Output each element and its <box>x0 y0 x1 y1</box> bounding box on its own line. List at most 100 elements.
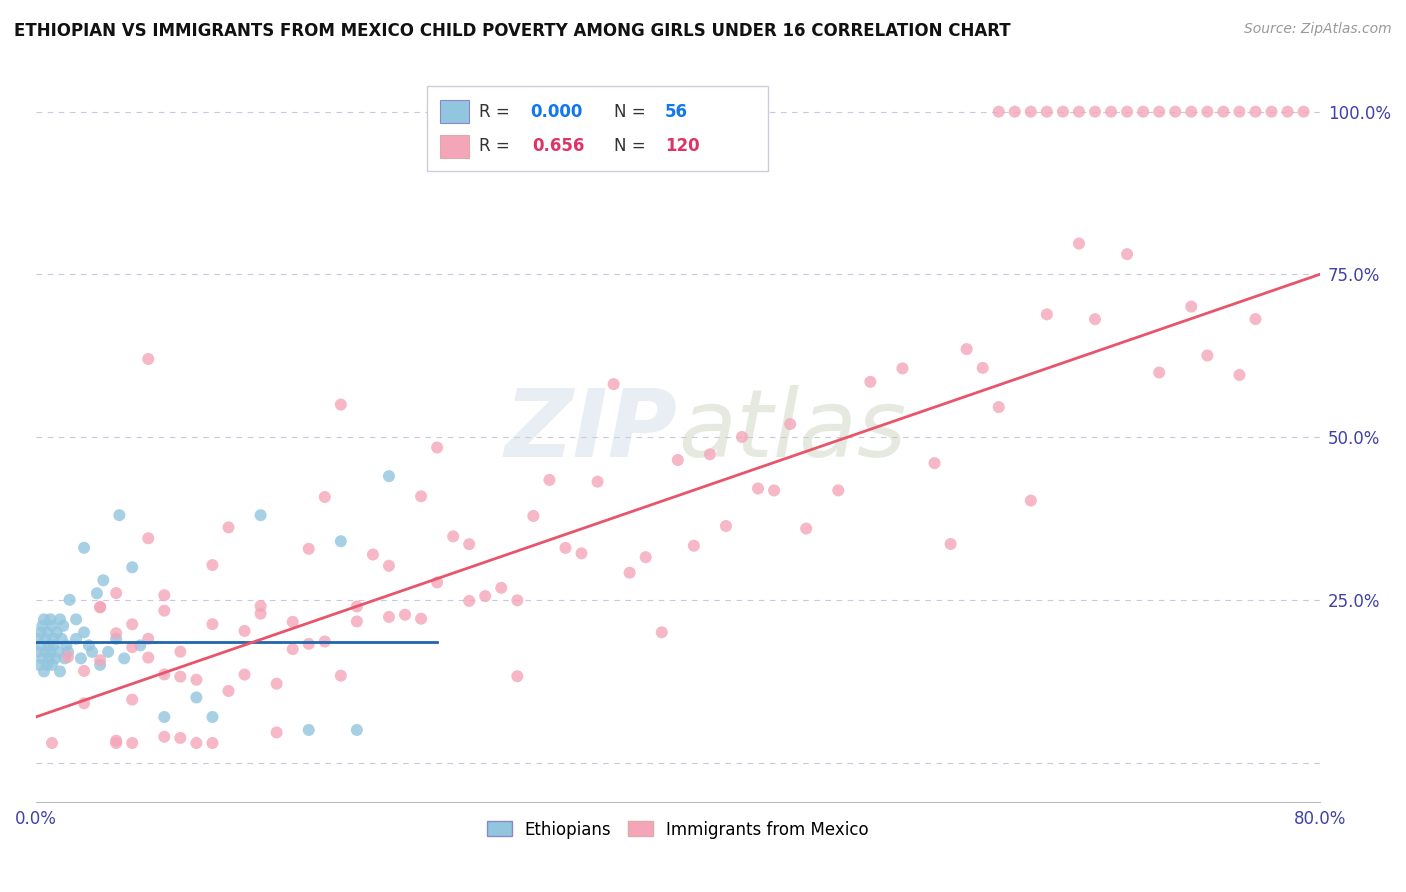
Point <box>38 651 60 665</box>
Point <box>634 550 657 565</box>
Point <box>1067 236 1090 251</box>
Point <box>1277 104 1299 119</box>
Point <box>266 676 288 690</box>
Point <box>1019 104 1042 119</box>
Point <box>49 612 72 626</box>
Point <box>153 588 176 602</box>
Point <box>441 529 464 543</box>
Point <box>924 456 946 470</box>
Point <box>169 670 191 684</box>
Point <box>378 558 401 573</box>
Point <box>70 651 93 665</box>
Point <box>59 592 82 607</box>
Point <box>1197 104 1219 119</box>
Point <box>121 560 143 574</box>
Point <box>97 645 120 659</box>
Point <box>1132 104 1154 119</box>
Point <box>987 400 1010 414</box>
Point <box>30 639 52 653</box>
Point <box>329 668 352 682</box>
Text: ZIP: ZIP <box>505 384 678 476</box>
Point <box>121 692 143 706</box>
Point <box>794 522 817 536</box>
Point <box>201 736 224 750</box>
Point <box>201 710 224 724</box>
Point <box>1084 312 1107 326</box>
Text: Source: ZipAtlas.com: Source: ZipAtlas.com <box>1244 22 1392 37</box>
Point <box>409 612 432 626</box>
Point <box>346 599 368 614</box>
Point <box>41 657 63 672</box>
Point <box>53 651 76 665</box>
Point <box>1244 104 1267 119</box>
Point <box>136 531 159 545</box>
Point <box>1099 104 1122 119</box>
Point <box>108 508 131 523</box>
Point <box>34 632 56 646</box>
Point <box>233 667 256 681</box>
Point <box>77 639 100 653</box>
Point <box>682 539 704 553</box>
Point <box>1164 104 1187 119</box>
Point <box>314 634 336 648</box>
Point <box>89 600 111 615</box>
Point <box>112 651 135 665</box>
Point <box>129 639 152 653</box>
Point <box>939 537 962 551</box>
Point <box>458 594 481 608</box>
Text: N =: N = <box>613 137 651 155</box>
Point <box>105 733 128 747</box>
Point <box>186 673 208 687</box>
Point <box>972 360 994 375</box>
Point <box>298 637 321 651</box>
Point <box>249 599 271 613</box>
Point <box>651 625 673 640</box>
Point <box>218 520 240 534</box>
Point <box>89 599 111 614</box>
Point <box>474 589 496 603</box>
Point <box>169 731 191 745</box>
Text: 0.000: 0.000 <box>530 103 582 120</box>
Point <box>602 377 624 392</box>
Point <box>65 632 87 646</box>
Point <box>32 612 55 626</box>
Point <box>281 642 304 657</box>
Point <box>249 508 271 523</box>
Point <box>153 730 176 744</box>
Point <box>38 639 60 653</box>
Point <box>1180 300 1202 314</box>
Point <box>121 736 143 750</box>
Text: 120: 120 <box>665 137 700 155</box>
Point <box>586 475 609 489</box>
Point <box>44 651 66 665</box>
Point <box>1292 104 1315 119</box>
Point <box>298 723 321 737</box>
Point <box>1212 104 1234 119</box>
Point <box>42 639 65 653</box>
Point <box>314 490 336 504</box>
Point <box>55 639 77 653</box>
Text: N =: N = <box>613 103 651 120</box>
Point <box>32 665 55 679</box>
Point <box>186 690 208 705</box>
Point <box>666 453 689 467</box>
Point <box>491 581 513 595</box>
Point <box>763 483 786 498</box>
Point <box>891 361 914 376</box>
Point <box>1147 366 1170 380</box>
Text: 0.656: 0.656 <box>533 137 585 155</box>
Point <box>73 696 96 710</box>
Point <box>41 619 63 633</box>
Point <box>859 375 882 389</box>
Point <box>1036 104 1059 119</box>
Point <box>554 541 576 555</box>
Point <box>86 586 108 600</box>
Point <box>91 574 114 588</box>
Point <box>394 607 416 622</box>
Point <box>1084 104 1107 119</box>
Point <box>329 534 352 549</box>
Text: ETHIOPIAN VS IMMIGRANTS FROM MEXICO CHILD POVERTY AMONG GIRLS UNDER 16 CORRELATI: ETHIOPIAN VS IMMIGRANTS FROM MEXICO CHIL… <box>14 22 1011 40</box>
Point <box>426 575 449 590</box>
Point <box>34 645 56 659</box>
Point <box>506 669 529 683</box>
